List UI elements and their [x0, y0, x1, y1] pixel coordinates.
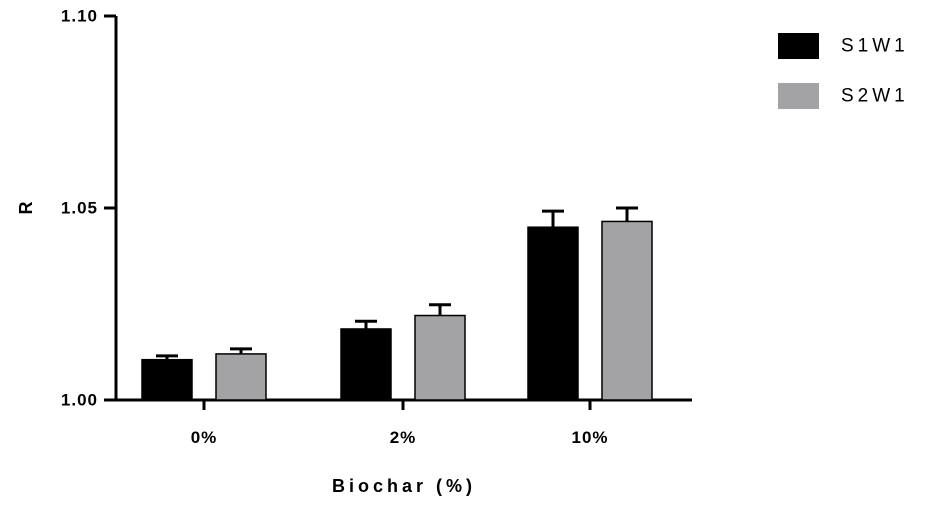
x-ticks: 0% 2% 10%: [191, 400, 608, 447]
legend-swatch: [778, 83, 819, 109]
x-tick-label: 0%: [191, 428, 218, 447]
x-axis-title: Biochar (%): [332, 476, 476, 496]
bar-s1w1-10pct: [527, 226, 579, 401]
bar-s1w1-0pct: [141, 358, 193, 401]
bar-s2w1-2pct: [414, 314, 466, 401]
y-tick-label: 1.05: [61, 199, 98, 218]
x-tick-label: 10%: [571, 428, 608, 447]
legend-label: S1W1: [841, 36, 909, 57]
x-tick-label: 2%: [390, 428, 417, 447]
legend: S1W1 S2W1: [778, 33, 909, 109]
bar-s1w1-2pct: [340, 328, 392, 401]
y-tick-label: 1.10: [61, 7, 98, 26]
legend-swatch: [778, 33, 819, 59]
bar-s2w1-0pct: [215, 353, 267, 401]
y-ticks: 1.00 1.05 1.10: [61, 7, 116, 410]
y-tick-label: 1.00: [61, 391, 98, 410]
y-axis-title: R: [16, 202, 36, 215]
bar-s2w1-10pct: [601, 220, 653, 401]
legend-label: S2W1: [841, 86, 909, 107]
bars: [141, 206, 653, 401]
